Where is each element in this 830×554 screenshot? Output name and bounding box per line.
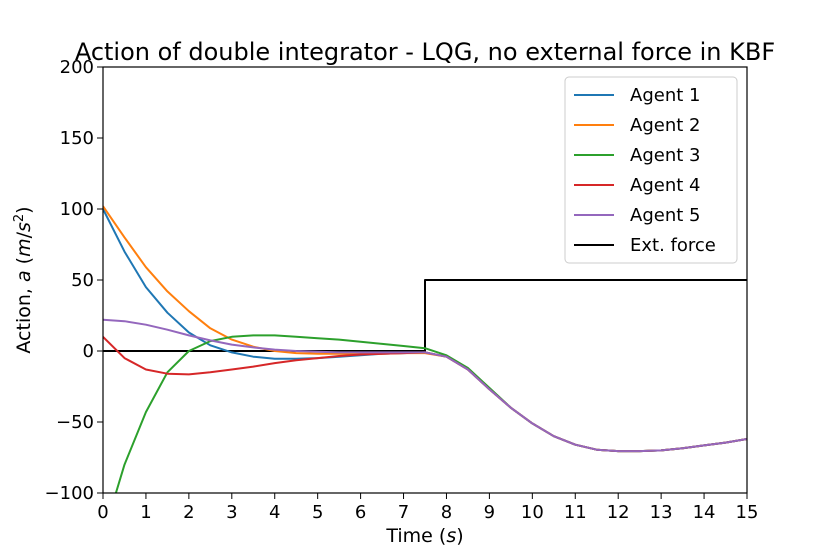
y-tick-label: 50: [71, 270, 94, 291]
x-tick-label: 4: [269, 502, 280, 523]
y-tick-label: −50: [56, 412, 94, 433]
x-tick-label: 13: [650, 502, 673, 523]
y-axis: −100 −50 0 50 100 150 200: [45, 57, 103, 504]
x-tick-label: 9: [484, 502, 495, 523]
legend-label: Agent 4: [630, 175, 700, 196]
x-tick-label: 15: [736, 502, 759, 523]
legend-label: Agent 1: [630, 85, 700, 106]
x-tick-label: 2: [183, 502, 194, 523]
y-tick-label: 0: [83, 341, 94, 362]
legend: Agent 1 Agent 2 Agent 3 Agent 4 Agent 5 Ext. …: [564, 76, 738, 264]
x-tick-label: 6: [355, 502, 366, 523]
series-layer: [103, 205, 747, 493]
legend-box: [564, 76, 738, 264]
x-tick-label: 11: [564, 502, 587, 523]
y-tick-label: 100: [60, 199, 94, 220]
series-line-agent-3: [114, 334, 747, 493]
x-tick-label: 0: [97, 502, 108, 523]
x-tick-label: 5: [312, 502, 323, 523]
x-tick-label: 7: [398, 502, 409, 523]
y-tick-label: 200: [60, 57, 94, 78]
x-tick-label: 1: [140, 502, 151, 523]
x-tick-label: 14: [693, 502, 716, 523]
series-line-agent-5: [103, 318, 747, 453]
x-axis-label: Time (s): [385, 525, 463, 547]
x-tick-label: 8: [441, 502, 452, 523]
x-axis: 0 1 2 3 4 5 6 7 8 9 10 11 12 13 14 15: [97, 493, 758, 523]
legend-label: Agent 2: [630, 115, 700, 136]
x-tick-label: 3: [226, 502, 237, 523]
series-line-ext-force: [103, 279, 747, 352]
legend-label: Agent 5: [630, 205, 700, 226]
legend-label: Ext. force: [630, 235, 716, 256]
chart-title: Action of double integrator - LQG, no ex…: [75, 38, 775, 66]
legend-label: Agent 3: [630, 145, 700, 166]
y-axis-label: Action, a (m/s2): [12, 206, 36, 353]
x-tick-label: 10: [521, 502, 544, 523]
y-tick-label: −100: [45, 483, 94, 504]
x-tick-label: 12: [607, 502, 630, 523]
y-tick-label: 150: [60, 128, 94, 149]
